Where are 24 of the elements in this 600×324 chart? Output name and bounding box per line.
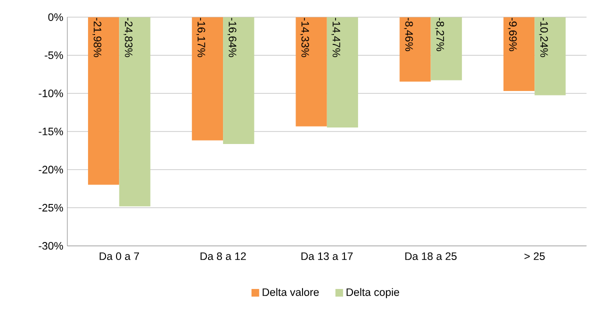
data-label: -10,24%	[539, 18, 548, 58]
y-tick-label: -5%	[44, 52, 64, 60]
y-tick-label: -25%	[38, 204, 64, 212]
y-tick-label: -30%	[38, 242, 64, 250]
data-label: -9,69%	[508, 18, 517, 52]
data-label: -16,64%	[227, 18, 236, 58]
data-label: -8,46%	[404, 18, 413, 52]
x-tick-label: Da 13 a 17	[301, 252, 353, 260]
y-tick-label: -10%	[38, 90, 64, 98]
data-label: -21,98%	[92, 18, 102, 58]
y-tick-label: -20%	[38, 166, 64, 174]
data-label: -14,47%	[331, 18, 340, 58]
y-tick-label: 0%	[48, 13, 64, 22]
x-tick-label: Da 0 a 7	[100, 252, 139, 260]
legend-label: Delta valore	[262, 288, 319, 296]
legend-label: Delta copie	[346, 288, 400, 298]
x-tick-label: > 25	[524, 252, 545, 260]
x-tick-label: Da 8 a 12	[200, 252, 246, 260]
x-tick-label: Da 18 a 25	[405, 252, 457, 260]
y-tick-label: -15%	[38, 128, 64, 136]
data-label: -8,27%	[435, 18, 444, 52]
data-label: -24,83%	[124, 18, 132, 58]
data-label: -16,17%	[196, 18, 206, 58]
data-label: -14,33%	[300, 18, 310, 58]
